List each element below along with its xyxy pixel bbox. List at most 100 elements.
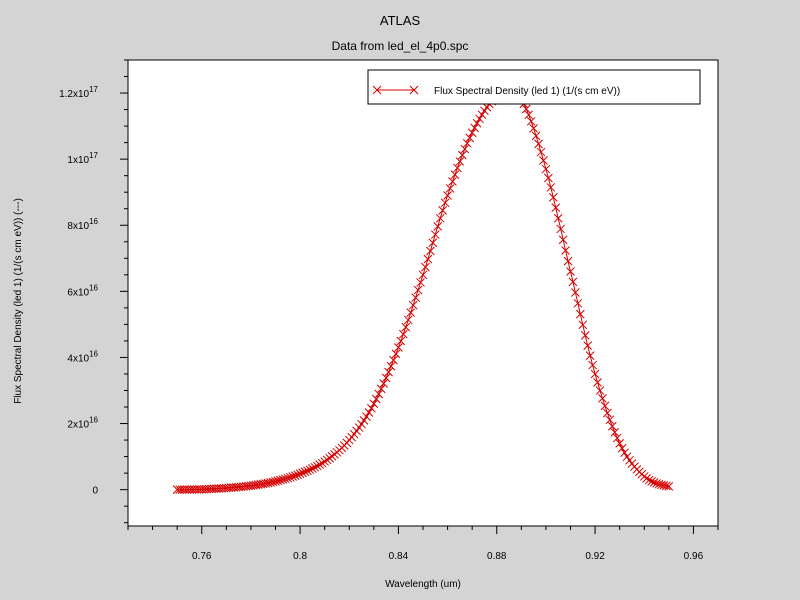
series-marker	[308, 464, 317, 473]
x-axis-label: Wavelength (um)	[385, 579, 461, 590]
series-marker	[317, 458, 327, 468]
series-marker	[563, 256, 573, 266]
x-axis: 0.76 0.8 0.84 0.88 0.92 0.96	[127, 526, 719, 562]
series-marker	[548, 193, 558, 202]
series-marker	[271, 477, 280, 486]
legend-marker	[409, 85, 419, 95]
series-marker	[531, 131, 541, 141]
series-marker	[364, 408, 374, 417]
series-marker	[416, 278, 425, 287]
series-marker	[529, 124, 538, 133]
x-tick-label: 0.92	[585, 551, 605, 562]
x-tick-label: 0.8	[293, 551, 307, 562]
series-marker	[293, 470, 302, 480]
y-axis-label: Flux Spectral Density (led 1) (1/(s cm e…	[13, 198, 24, 404]
series-marker	[642, 474, 652, 483]
series-marker	[278, 475, 288, 484]
series-marker	[575, 309, 585, 319]
series-marker	[403, 315, 413, 325]
chart-subtitle: Data from led_el_4p0.spc	[331, 39, 469, 53]
series-marker	[398, 329, 408, 339]
series-marker	[617, 443, 627, 453]
series-marker	[588, 360, 597, 370]
series-marker	[521, 104, 531, 114]
series-marker	[556, 224, 566, 234]
series-marker	[303, 466, 312, 476]
series-marker	[438, 206, 448, 215]
series-marker	[553, 213, 563, 223]
series-marker	[607, 421, 617, 431]
series-marker	[526, 116, 536, 126]
legend-marker-sample	[372, 85, 419, 95]
series-marker	[362, 412, 371, 421]
series-marker	[386, 361, 396, 371]
series-marker	[359, 416, 369, 425]
series-marker	[423, 254, 433, 264]
series-marker	[315, 460, 325, 470]
series-marker	[453, 163, 462, 173]
series-marker	[300, 467, 310, 477]
series-marker	[391, 349, 401, 359]
series-marker	[610, 427, 620, 437]
series-marker	[600, 401, 610, 411]
series-marker	[411, 293, 420, 302]
series-marker	[477, 110, 487, 120]
series-marker	[367, 403, 376, 413]
series-marker	[396, 336, 406, 346]
series-marker	[524, 110, 534, 120]
series-marker	[379, 379, 389, 388]
y-tick-label: 1.2x1017	[59, 85, 98, 100]
series-marker	[369, 399, 379, 409]
series-marker	[290, 471, 300, 481]
series-marker	[312, 461, 322, 471]
series-marker	[598, 394, 607, 403]
series-marker	[590, 369, 600, 379]
series-marker	[421, 262, 430, 272]
series-marker	[603, 408, 612, 418]
series-marker	[652, 479, 661, 488]
y-tick-label: 4x1016	[67, 349, 98, 364]
series-marker	[546, 183, 556, 192]
series-marker	[440, 198, 450, 208]
series-marker	[465, 133, 475, 143]
series-marker	[460, 144, 470, 154]
y-axis: 0 2x1016 4x1016 6x1016 8x1016 1x1017 1.2x1017	[59, 59, 128, 524]
legend-marker	[372, 85, 382, 95]
legend-box	[367, 69, 701, 105]
series-marker	[276, 475, 285, 485]
x-tick-label: 0.96	[684, 551, 704, 562]
series-marker	[551, 203, 561, 213]
series-marker	[561, 246, 570, 255]
series-marker	[268, 477, 278, 487]
series-marker	[462, 138, 472, 148]
series-marker	[445, 184, 455, 193]
series-marker	[394, 343, 403, 352]
series-marker	[536, 147, 546, 157]
series-marker	[320, 457, 330, 466]
series-marker	[448, 177, 457, 186]
series-marker	[401, 322, 411, 332]
series-marker	[381, 373, 391, 383]
series-marker	[649, 478, 659, 487]
series-marker	[426, 246, 435, 256]
series-marker	[534, 139, 543, 149]
y-tick-label: 0	[92, 486, 98, 497]
series-marker	[539, 156, 548, 165]
series-marker	[475, 114, 484, 124]
series-marker	[467, 128, 477, 138]
series-marker	[288, 472, 298, 481]
series-marker	[450, 170, 460, 179]
legend-entry-label: Flux Spectral Density (led 1) (1/(s cm e…	[434, 86, 620, 97]
series-marker	[593, 378, 602, 387]
chart-title: ATLAS	[379, 13, 421, 28]
series-marker	[285, 472, 295, 482]
series-marker	[566, 267, 575, 276]
plot-area	[127, 59, 719, 527]
series-marker	[406, 308, 416, 317]
series-marker	[472, 118, 482, 128]
legend: Flux Spectral Density (led 1) (1/(s cm e…	[367, 69, 701, 105]
series-marker	[664, 481, 674, 491]
y-tick-label: 8x1016	[67, 217, 98, 232]
series-marker	[578, 320, 588, 330]
